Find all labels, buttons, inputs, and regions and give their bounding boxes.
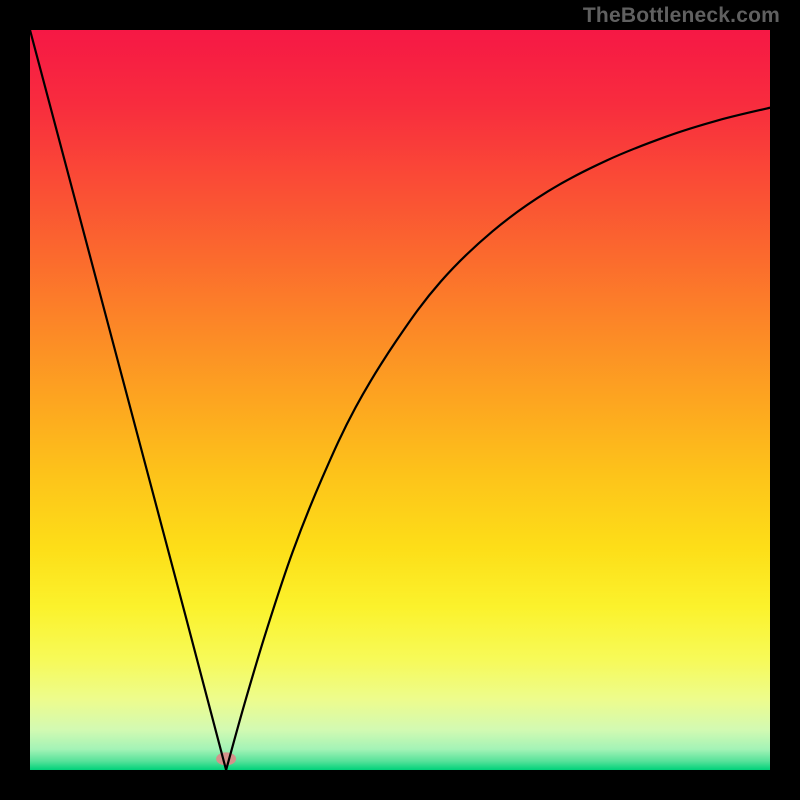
bottleneck-curve-chart bbox=[30, 30, 770, 770]
watermark-text: TheBottleneck.com bbox=[583, 4, 780, 28]
chart-frame: TheBottleneck.com bbox=[0, 0, 800, 800]
vertex-marker bbox=[216, 752, 236, 765]
plot-area bbox=[30, 30, 770, 770]
heat-gradient-background bbox=[30, 30, 770, 770]
